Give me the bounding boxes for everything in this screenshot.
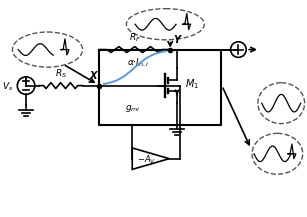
Text: Y: Y <box>173 35 180 45</box>
Text: $-A_V$: $-A_V$ <box>137 153 156 166</box>
Text: $\alpha{\cdot}I_{n,i}$: $\alpha{\cdot}I_{n,i}$ <box>127 57 149 69</box>
Text: $R_S$: $R_S$ <box>55 67 67 80</box>
Text: $V_s$: $V_s$ <box>2 80 14 93</box>
Text: $M_1$: $M_1$ <box>185 77 199 90</box>
Text: $R_F$: $R_F$ <box>129 31 141 44</box>
Text: $g_{mi}$: $g_{mi}$ <box>126 102 141 113</box>
Text: X: X <box>90 71 97 81</box>
